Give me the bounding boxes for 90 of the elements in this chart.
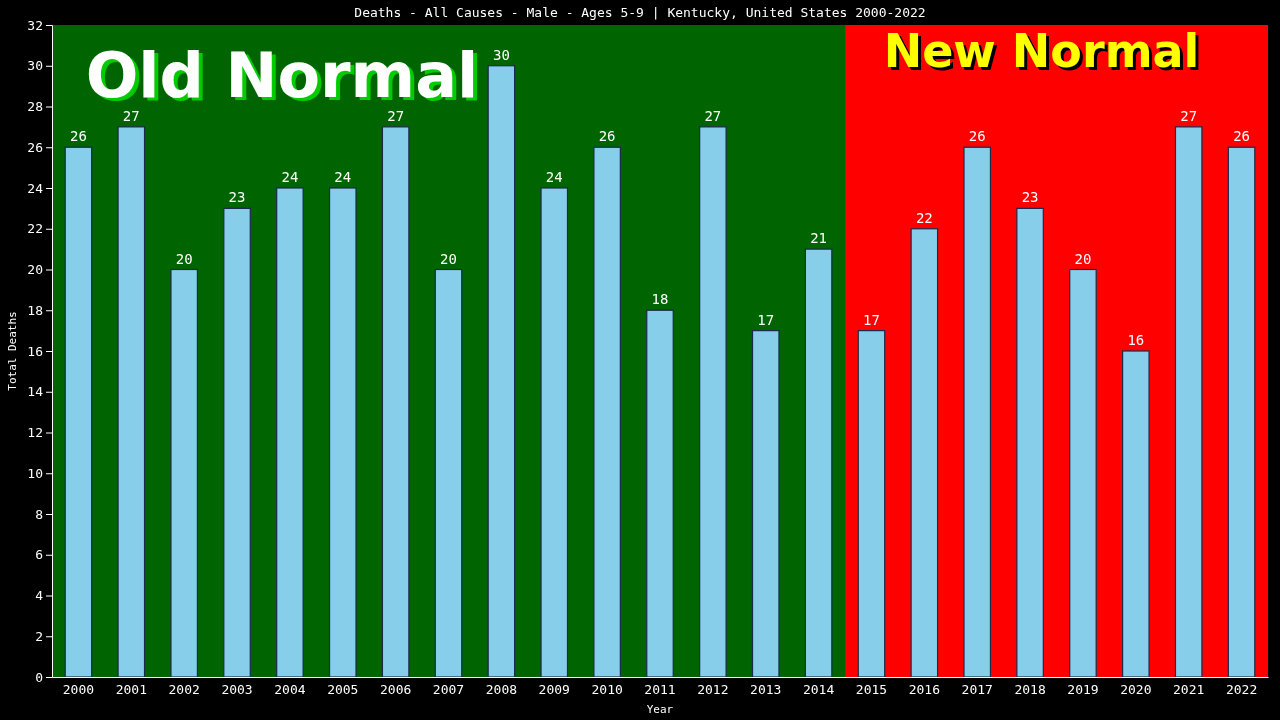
bar <box>699 126 727 678</box>
bar <box>117 126 146 678</box>
bar <box>223 207 251 678</box>
bar <box>910 228 939 678</box>
data-label: 24 <box>545 169 563 185</box>
x-tick-label: 2003 <box>221 682 253 698</box>
x-tick-label: 2011 <box>644 682 676 698</box>
data-label: 26 <box>968 128 986 145</box>
y-tick-label: 20 <box>27 262 43 278</box>
y-tick-label: 14 <box>27 384 44 400</box>
bar <box>434 268 463 678</box>
x-tick-label: 2010 <box>591 682 623 698</box>
x-tick-label: 2000 <box>62 682 95 698</box>
data-label: 27 <box>122 107 140 124</box>
band-label: New Normal <box>883 24 1200 78</box>
y-tick-label: 32 <box>27 17 43 33</box>
y-tick-label: 22 <box>27 221 43 237</box>
data-label: 18 <box>651 291 669 308</box>
data-label: 23 <box>1021 189 1039 206</box>
bar <box>751 330 780 678</box>
x-tick-label: 2014 <box>802 682 835 698</box>
bar <box>963 146 992 678</box>
data-label: 17 <box>863 311 880 328</box>
y-tick-label: 2 <box>35 628 43 644</box>
x-tick-label: 2022 <box>1225 682 1258 698</box>
data-label: 26 <box>70 128 87 145</box>
data-label: 24 <box>281 169 299 185</box>
x-tick-label: 2001 <box>115 682 147 698</box>
x-tick-label: 2002 <box>168 682 200 698</box>
bar <box>857 330 886 678</box>
x-tick-label: 2004 <box>274 682 306 698</box>
x-tick-label: 2018 <box>1014 682 1046 698</box>
bar <box>593 146 621 678</box>
chart-title: Deaths - All Causes - Male - Ages 5-9 | Kentucky, United States 2000-2022 <box>354 5 926 20</box>
bar <box>646 309 674 678</box>
y-tick-label: 26 <box>27 139 43 155</box>
bar <box>381 126 410 678</box>
x-tick-label: 2021 <box>1173 682 1205 698</box>
data-label: 26 <box>1233 128 1250 145</box>
data-label: 16 <box>1127 332 1145 348</box>
x-tick-label: 2013 <box>750 682 782 698</box>
bar <box>1174 126 1203 678</box>
bar <box>328 187 357 678</box>
y-tick-label: 10 <box>27 465 43 481</box>
data-label: 20 <box>1074 250 1092 267</box>
x-tick-label: 2006 <box>380 682 412 698</box>
data-label: 26 <box>598 128 616 145</box>
bar <box>1069 268 1097 678</box>
data-label: 24 <box>334 169 352 185</box>
bar <box>170 268 198 678</box>
y-tick-label: 12 <box>27 425 43 441</box>
data-label: 21 <box>810 230 828 247</box>
data-label: 30 <box>492 46 510 63</box>
data-label: 20 <box>440 250 457 267</box>
bar <box>804 248 833 678</box>
bar <box>1016 207 1044 678</box>
y-tick-label: 0 <box>35 669 43 685</box>
data-label: 23 <box>228 189 246 206</box>
x-tick-label: 2017 <box>961 682 993 698</box>
bar <box>540 187 569 678</box>
x-tick-label: 2007 <box>432 682 465 698</box>
y-tick-label: 4 <box>35 588 44 604</box>
bar <box>487 65 516 678</box>
x-axis-title: Year <box>646 703 674 716</box>
x-tick-label: 2005 <box>327 682 359 698</box>
x-tick-label: 2016 <box>908 682 940 698</box>
data-label: 17 <box>757 311 775 328</box>
bar <box>1227 146 1256 678</box>
data-label: 27 <box>1180 107 1198 124</box>
y-tick-label: 28 <box>27 99 43 115</box>
x-tick-label: 2020 <box>1120 682 1152 698</box>
y-tick-label: 16 <box>27 343 43 359</box>
y-tick-label: 18 <box>27 302 43 318</box>
x-tick-label: 2015 <box>855 682 888 698</box>
x-tick-label: 2019 <box>1067 682 1099 698</box>
y-tick-label: 30 <box>27 58 43 74</box>
bar <box>64 146 93 678</box>
data-label: 20 <box>175 250 193 267</box>
y-tick-label: 8 <box>35 506 43 522</box>
y-tick-label: 24 <box>27 180 44 196</box>
bar <box>1122 350 1150 678</box>
y-tick-label: 6 <box>35 547 43 563</box>
x-tick-label: 2009 <box>538 682 570 698</box>
data-label: 27 <box>704 107 722 124</box>
data-label: 22 <box>915 209 933 226</box>
y-axis-title: Total Deaths <box>6 311 19 391</box>
bar <box>276 187 304 678</box>
x-tick-label: 2008 <box>485 682 518 698</box>
x-tick-label: 2012 <box>697 682 729 698</box>
data-label: 27 <box>387 107 405 124</box>
